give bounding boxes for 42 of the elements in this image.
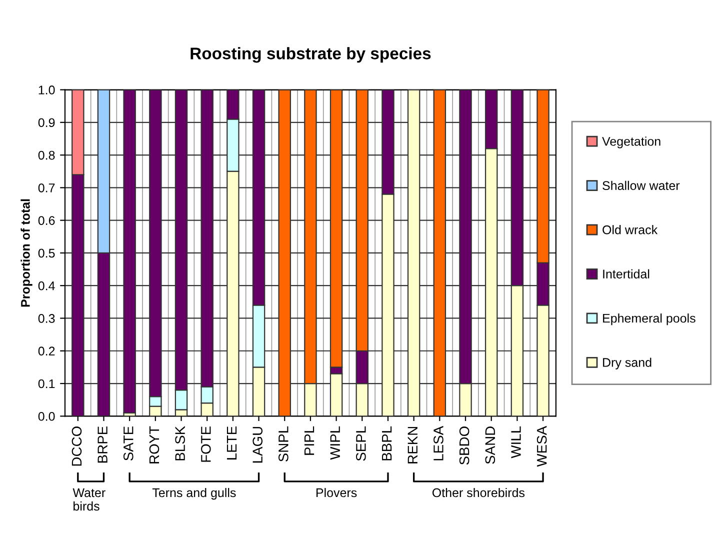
y-tick-label: 0.8 <box>38 150 55 160</box>
x-tick-label: WIPL <box>330 426 340 460</box>
legend-label: Shallow water <box>602 180 680 190</box>
x-tick-label: SATE <box>123 426 134 460</box>
x-tick-label: BLSK <box>175 426 185 460</box>
y-tick-label: 0.0 <box>38 412 55 421</box>
x-tick-label: WILL <box>511 426 521 458</box>
legend-label: Old wrack <box>602 225 658 234</box>
text: Water birds <box>72 488 106 511</box>
y-tick-label: 0.4 <box>38 281 55 290</box>
x-tick-label: SAND <box>485 426 496 464</box>
y-tick-label: 0.6 <box>38 216 55 225</box>
x-tick-label: FOTE <box>200 426 211 462</box>
text: Terns and gulls <box>152 488 236 500</box>
x-tick-label: LETE <box>226 426 237 460</box>
x-tick-label: DCCO <box>72 426 82 466</box>
chart-title: Roosting substrate by species <box>190 47 431 63</box>
x-tick-label: LESA <box>434 426 444 460</box>
y-tick-label: 1.0 <box>38 86 55 94</box>
legend-label: Vegetation <box>602 136 660 148</box>
x-tick-label: PIPL <box>304 426 314 455</box>
legend-label: Ephemeral pools <box>603 313 696 326</box>
x-tick-label: ROYT <box>149 426 160 464</box>
text: Plovers <box>316 488 357 498</box>
y-tick-label: 0.2 <box>38 346 55 356</box>
y-axis-title: Proportion of total <box>20 199 32 307</box>
y-tick-label: 0.5 <box>38 248 55 258</box>
x-tick-label: BBPL <box>382 426 392 460</box>
x-tick-label: REKN <box>408 427 418 464</box>
legend-label: Intertidal <box>603 269 650 278</box>
legend-label: Dry sand <box>603 358 652 370</box>
y-tick-label: 0.1 <box>38 379 55 388</box>
y-tick-label: 0.9 <box>38 118 55 128</box>
x-tick-label: LAGU <box>252 426 263 463</box>
x-tick-label: BRPE <box>98 426 108 463</box>
text: Other shorebirds <box>432 488 525 498</box>
x-tick-label: SEPL <box>356 426 366 461</box>
x-tick-label: SNPL <box>278 426 288 462</box>
x-tick-label: WESA <box>536 426 547 467</box>
x-tick-label: SBDO <box>459 426 470 465</box>
y-tick-label: 0.3 <box>38 314 55 323</box>
y-tick-label: 0.7 <box>38 183 55 192</box>
